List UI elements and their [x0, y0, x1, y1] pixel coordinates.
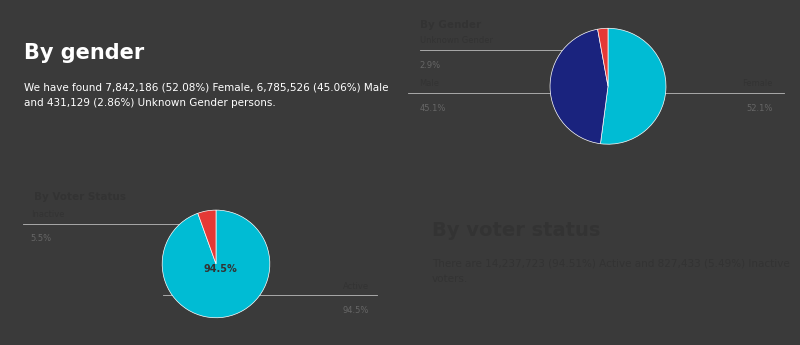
Text: Male: Male	[420, 79, 440, 88]
Text: 2.9%: 2.9%	[420, 61, 441, 70]
Wedge shape	[550, 29, 608, 144]
Text: By Gender: By Gender	[420, 20, 481, 30]
Text: Unknown Gender: Unknown Gender	[420, 36, 493, 45]
Text: 94.5%: 94.5%	[343, 306, 370, 315]
Text: There are 14,237,723 (94.51%) Active and 827,433 (5.49%) Inactive
voters.: There are 14,237,723 (94.51%) Active and…	[432, 259, 790, 284]
Text: Inactive: Inactive	[30, 210, 64, 219]
Text: By Voter Status: By Voter Status	[34, 192, 126, 202]
Wedge shape	[601, 28, 666, 144]
Text: 5.5%: 5.5%	[30, 235, 52, 244]
Text: We have found 7,842,186 (52.08%) Female, 6,785,526 (45.06%) Male
and 431,129 (2.: We have found 7,842,186 (52.08%) Female,…	[24, 83, 389, 108]
Text: Active: Active	[343, 282, 370, 290]
Wedge shape	[198, 210, 216, 264]
Text: 94.5%: 94.5%	[203, 264, 237, 274]
Text: Female: Female	[742, 79, 773, 88]
Text: 45.1%: 45.1%	[420, 104, 446, 113]
Text: By voter status: By voter status	[432, 221, 600, 240]
Text: By gender: By gender	[24, 43, 144, 63]
Wedge shape	[162, 210, 270, 318]
Wedge shape	[598, 28, 608, 86]
Text: 52.1%: 52.1%	[746, 104, 773, 113]
